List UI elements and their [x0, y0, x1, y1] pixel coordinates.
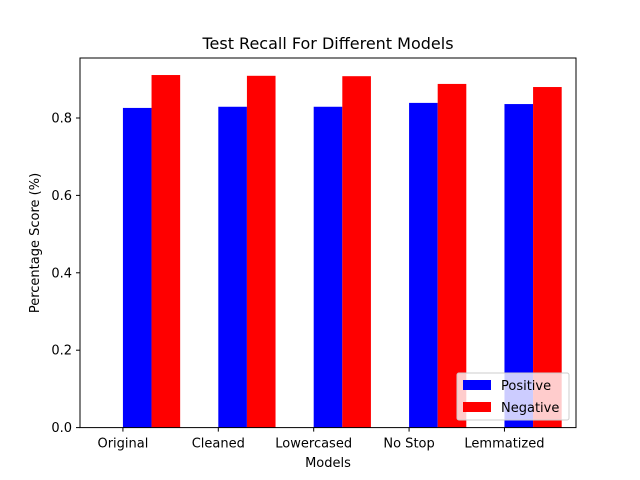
bars-group	[122, 75, 562, 428]
bar-negative-lowercased	[342, 76, 371, 428]
y-tick-label: 0.0	[51, 421, 72, 436]
legend-swatch-negative	[463, 402, 491, 412]
bar-positive-no-stop	[409, 102, 438, 428]
x-axis-ticks: Original Cleaned Lowercased No Stop Lemmatiz…	[97, 427, 545, 452]
bar-negative-lemmatized	[533, 87, 562, 428]
bar-negative-no-stop	[437, 83, 467, 428]
legend-label-negative: Negative	[501, 401, 559, 416]
y-axis-label: Percentage Score (%)	[28, 173, 43, 313]
y-tick-label: 0.4	[51, 266, 72, 281]
legend-label-positive: Positive	[501, 379, 551, 394]
bar-positive-cleaned	[218, 106, 247, 428]
legend: Positive Negative	[456, 372, 570, 421]
y-tick-label: 0.8	[51, 111, 72, 126]
x-tick-label: Lowercased	[275, 437, 352, 452]
legend-swatch-positive	[463, 380, 491, 390]
y-axis-ticks: 0.0 0.2 0.4 0.6 0.8	[51, 111, 80, 436]
x-tick-label: Original	[97, 437, 148, 452]
bar-negative-cleaned	[246, 75, 276, 428]
bar-positive-lowercased	[313, 106, 343, 428]
bar-positive-original	[122, 107, 152, 428]
bar-negative-original	[151, 75, 181, 428]
plot-area-frame	[79, 57, 577, 429]
chart-title: Test Recall For Different Models	[201, 34, 453, 53]
x-tick-label: Cleaned	[192, 437, 245, 452]
x-tick-label: No Stop	[383, 437, 434, 452]
y-tick-label: 0.6	[51, 189, 72, 204]
x-axis-label: Models	[305, 456, 351, 471]
x-tick-label: Lemmatized	[464, 437, 544, 452]
y-tick-label: 0.2	[51, 344, 72, 359]
